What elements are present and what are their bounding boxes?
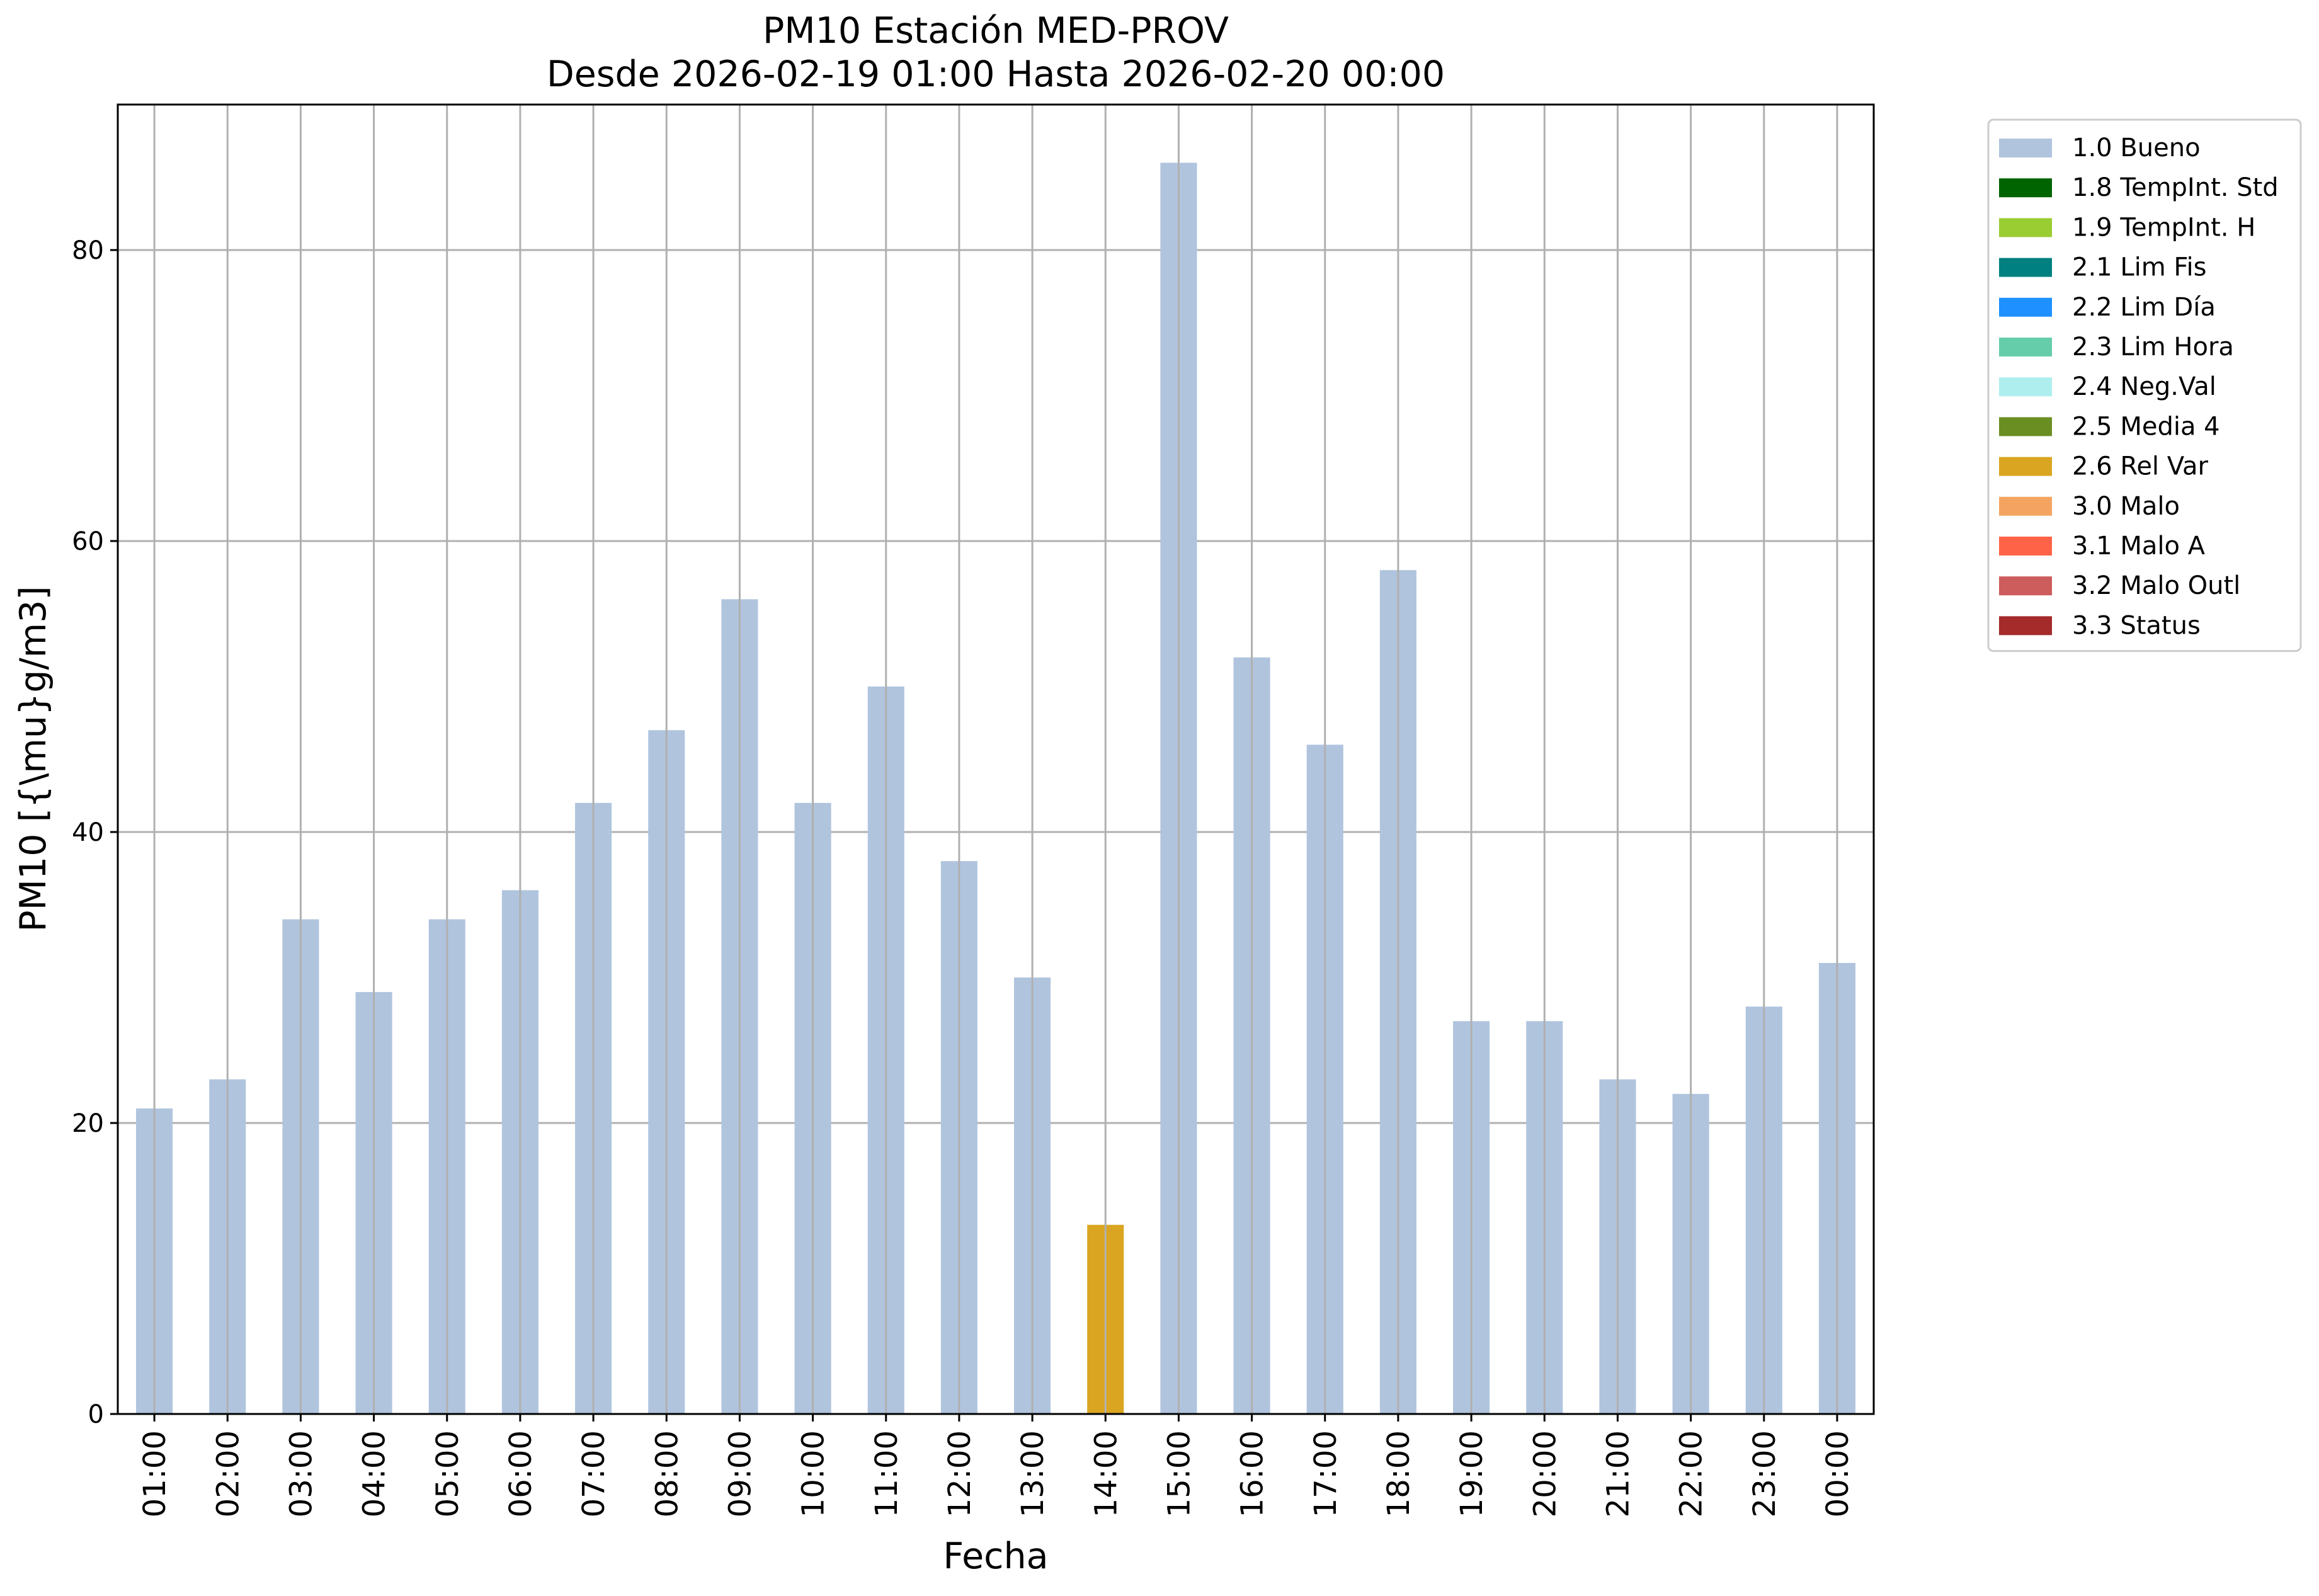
legend-label: 2.5 Media 4 [2072,412,2220,441]
legend-label: 2.3 Lim Hora [2072,333,2234,362]
x-tick-label: 16:00 [1235,1430,1270,1517]
x-tick-label: 22:00 [1674,1430,1709,1517]
legend-frame [1987,118,2302,653]
x-tick-label: 05:00 [430,1430,465,1517]
legend-label: 3.1 Malo A [2072,532,2206,561]
x-tick-label: 13:00 [1015,1430,1051,1517]
legend-swatch [1999,338,2052,356]
x-tick-label: 15:00 [1161,1430,1197,1517]
x-tick-label: 03:00 [283,1430,319,1517]
x-tick-label: 14:00 [1088,1430,1124,1517]
x-axis: 01:00 02:00 03:00 04:00 05:00 06:00 07:00 08:00… [137,1414,1855,1517]
legend-label: 2.1 Lim Fis [2072,253,2206,282]
x-tick-label: 23:00 [1747,1430,1782,1517]
legend-swatch [1999,377,2052,397]
x-tick-label: 07:00 [576,1430,612,1517]
x-tick-label: 09:00 [722,1430,758,1517]
legend-swatch [1999,258,2052,277]
x-tick-label: 20:00 [1527,1430,1563,1517]
x-tick-label: 19:00 [1454,1430,1490,1517]
legend-label: 3.2 Malo Outl [2072,571,2240,600]
x-tick-label: 04:00 [357,1430,392,1517]
legend-swatch [1999,417,2052,436]
legend-label: 3.0 Malo [2072,492,2180,521]
legend-swatch [1999,218,2052,237]
bars [136,162,1855,1415]
x-tick-label: 10:00 [796,1430,831,1517]
legend-label: 1.9 TempInt. H [2072,213,2255,242]
x-tick-label: 02:00 [210,1430,246,1517]
chart-subtitle: Desde 2026-02-19 01:00 Hasta 2026-02-20 … [547,54,1445,95]
legend-label: 1.0 Bueno [2072,134,2201,162]
legend-swatch [1999,178,2052,198]
legend-swatch [1999,537,2052,556]
legend-label: 2.4 Neg.Val [2072,372,2216,401]
plot-frame [117,103,1875,1415]
legend-swatch [1999,457,2052,476]
legend-swatch [1999,576,2052,596]
x-tick-label: 06:00 [503,1430,538,1517]
y-axis: 0 20 40 60 80 [72,236,118,1429]
y-tick-label: 60 [72,527,104,556]
legend-swatch [1999,496,2052,516]
legend-swatch [1999,297,2052,317]
legend-label: 2.6 Rel Var [2072,452,2209,481]
legend-swatch [1999,616,2052,636]
y-axis-label: PM10 [{\mu}g/m3] [13,586,54,932]
chart-title: PM10 Estación MED-PROV [763,10,1229,52]
legend-label: 2.2 Lim Día [2072,293,2216,322]
x-tick-label: 18:00 [1381,1430,1416,1517]
legend-swatch [1999,139,2052,157]
x-tick-label: 08:00 [649,1430,685,1517]
y-tick-label: 0 [88,1400,104,1429]
x-tick-label: 17:00 [1308,1430,1343,1517]
gridlines-top [153,105,1838,1414]
y-tick-label: 20 [72,1109,104,1138]
legend-label: 3.3 Status [2072,611,2201,640]
x-tick-label: 21:00 [1600,1430,1636,1517]
y-tick-label: 40 [72,818,104,847]
x-axis-label: Fecha [943,1536,1048,1577]
legend: 1.0 Bueno 1.8 TempInt. Std 1.9 TempInt. H 2… [1987,118,2302,653]
y-tick-label: 80 [72,236,104,265]
x-tick-label: 00:00 [1820,1430,1855,1517]
x-tick-label: 01:00 [137,1430,173,1517]
x-tick-label: 12:00 [942,1430,977,1517]
legend-label: 1.8 TempInt. Std [2072,173,2279,202]
x-tick-label: 11:00 [869,1430,904,1517]
